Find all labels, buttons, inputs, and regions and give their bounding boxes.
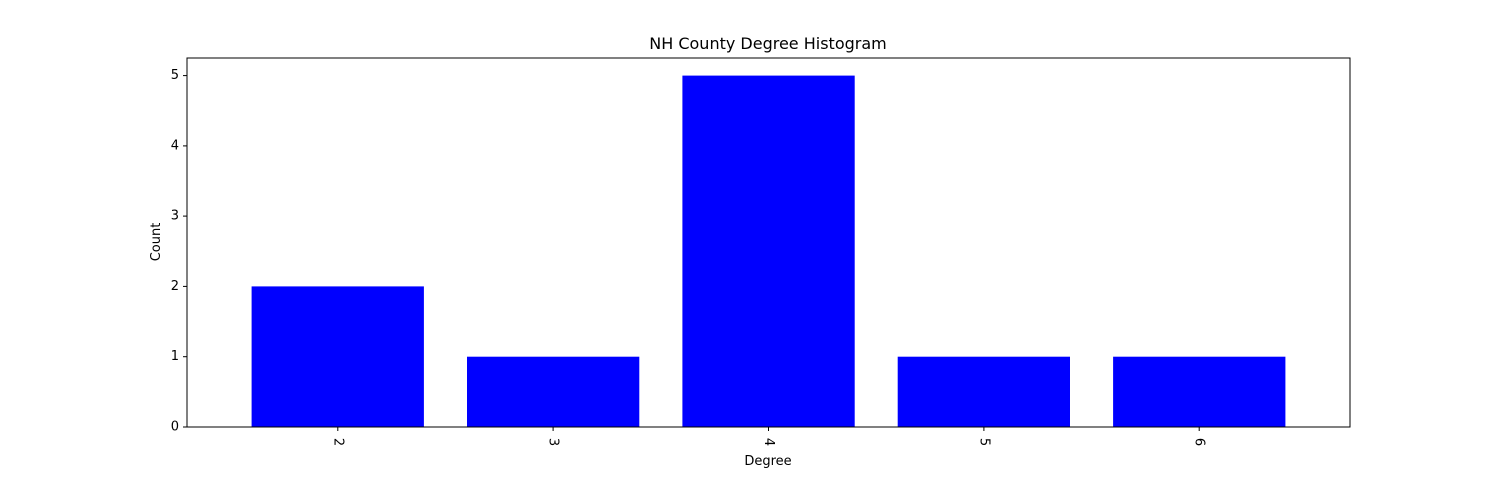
x-axis-label: Degree (744, 454, 791, 469)
bar-2 (251, 286, 424, 427)
bar-6 (1113, 356, 1286, 427)
y-tick-label: 1 (171, 349, 179, 364)
y-axis: 0 1 2 3 4 5 (171, 68, 187, 435)
x-tick-label: 2 (330, 438, 345, 446)
bars-group (251, 75, 1286, 427)
x-axis: 2 3 4 5 6 (330, 427, 1207, 446)
y-tick-label: 4 (171, 138, 179, 153)
bar-4 (682, 75, 855, 427)
bar-3 (467, 356, 640, 427)
bar-5 (897, 356, 1070, 427)
y-tick-label: 3 (171, 209, 179, 224)
y-tick-label: 2 (171, 279, 179, 294)
y-tick-label: 5 (171, 68, 179, 83)
plot-area-frame (186, 57, 1351, 428)
y-axis-label: Count (149, 223, 164, 262)
y-tick-label: 0 (171, 420, 179, 435)
x-tick-label: 4 (761, 438, 776, 446)
x-tick-label: 5 (976, 438, 991, 446)
x-tick-label: 3 (546, 438, 561, 446)
x-tick-label: 6 (1192, 438, 1207, 446)
chart-title: NH County Degree Histogram (649, 34, 886, 53)
